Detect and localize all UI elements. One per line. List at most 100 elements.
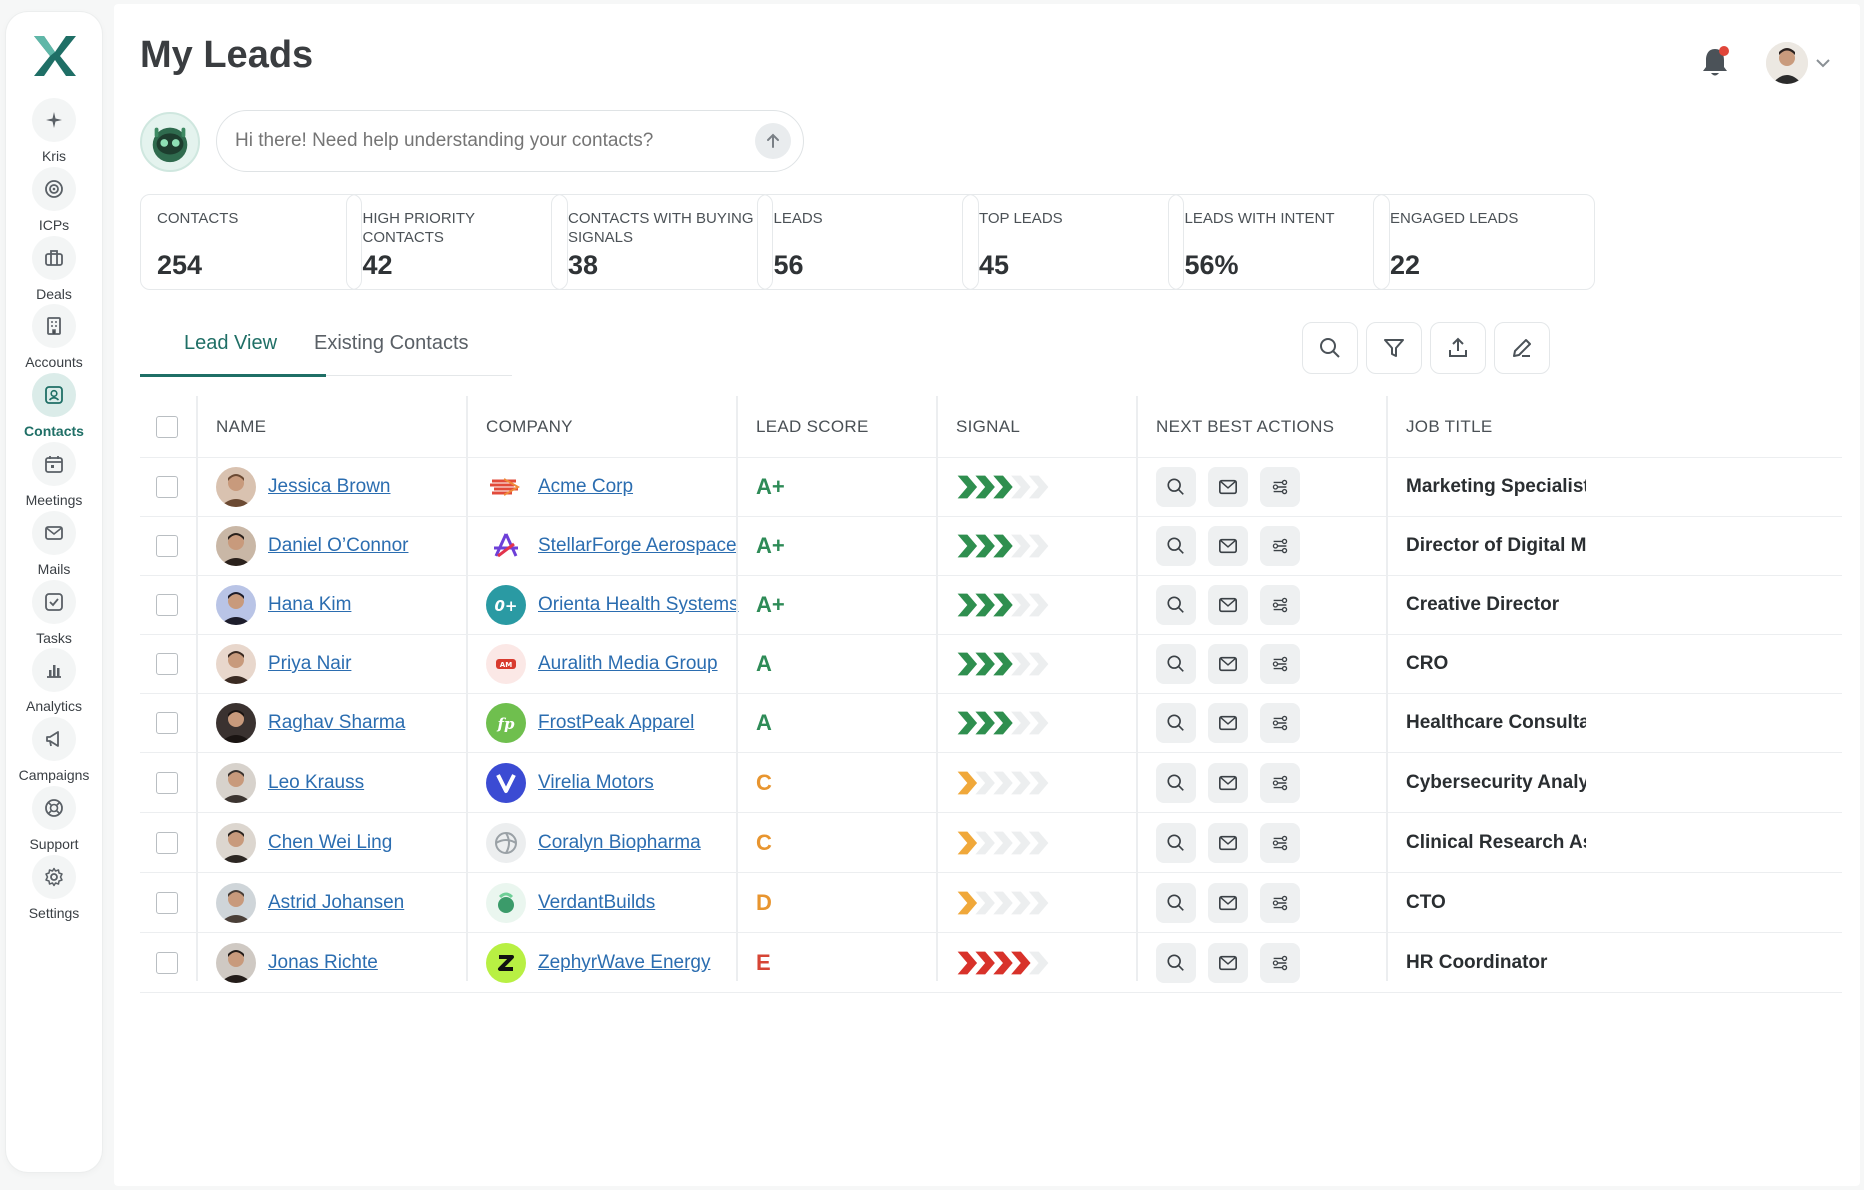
contact-name-link[interactable]: Daniel O’Connor [268, 535, 409, 556]
row-checkbox[interactable] [156, 653, 178, 675]
sequence-action-button[interactable] [1260, 942, 1300, 983]
research-action-button[interactable] [1156, 822, 1196, 863]
email-action-button[interactable] [1208, 526, 1248, 566]
sequence-action-button[interactable] [1260, 467, 1300, 507]
tab-lead-view[interactable]: Lead View [184, 332, 278, 354]
header-lead-score[interactable]: LEAD SCORE [756, 416, 869, 436]
search-button[interactable] [1302, 322, 1358, 374]
table-row[interactable]: Priya Nair AM Auralith Media Group A CRO [140, 635, 1842, 694]
sidebar-item-meetings[interactable]: Meetings [6, 442, 102, 524]
stat-card[interactable]: CONTACTS 254 [140, 194, 362, 290]
research-action-button[interactable] [1156, 644, 1196, 684]
sequence-action-button[interactable] [1260, 822, 1300, 863]
sidebar-item-deals[interactable]: Deals [6, 235, 102, 318]
research-action-button[interactable] [1156, 882, 1196, 923]
filter-button[interactable] [1366, 322, 1422, 374]
stat-card[interactable]: HIGH PRIORITY CONTACTS 42 [345, 194, 568, 290]
table-row[interactable]: Raghav Sharma fp FrostPeak Apparel A Healthc… [140, 694, 1842, 753]
contact-name-link[interactable]: Priya Nair [268, 653, 352, 674]
company-link[interactable]: StellarForge Aerospace [538, 535, 737, 556]
stat-card[interactable]: CONTACTS WITH BUYING SIGNALS 38 [551, 194, 773, 290]
stat-card[interactable]: LEADS 56 [756, 194, 979, 290]
company-link[interactable]: FrostPeak Apparel [538, 712, 695, 733]
row-checkbox[interactable] [156, 535, 178, 557]
header-company[interactable]: COMPANY [486, 416, 573, 436]
row-checkbox[interactable] [156, 594, 178, 616]
select-all-checkbox[interactable] [156, 415, 178, 438]
stat-card[interactable]: LEADS WITH INTENT 56% [1167, 194, 1390, 290]
row-checkbox[interactable] [156, 712, 178, 734]
row-checkbox[interactable] [156, 476, 178, 498]
research-action-button[interactable] [1156, 585, 1196, 625]
row-checkbox[interactable] [156, 771, 178, 794]
sidebar-item-contacts[interactable]: Contacts [6, 373, 102, 455]
stat-card[interactable]: TOP LEADS 45 [962, 194, 1184, 290]
app-logo[interactable] [32, 32, 78, 78]
header-next-best-actions[interactable]: NEXT BEST ACTIONS [1156, 416, 1335, 436]
contact-name-link[interactable]: Leo Krauss [268, 771, 365, 793]
company-link[interactable]: ZephyrWave Energy [538, 951, 711, 973]
table-row[interactable]: Jonas Richte ZephyrWave Energy E HR Coordin… [140, 933, 1842, 993]
header-job-title[interactable]: JOB TITLE [1406, 416, 1493, 436]
sequence-action-button[interactable] [1260, 526, 1300, 566]
row-checkbox[interactable] [156, 951, 178, 974]
assistant-chat-box[interactable] [216, 110, 804, 172]
edit-button[interactable] [1494, 322, 1550, 374]
research-action-button[interactable] [1156, 762, 1196, 803]
header-name[interactable]: NAME [216, 416, 267, 436]
table-row[interactable]: Hana Kim 0+ Orienta Health Systems A+ Creati… [140, 576, 1842, 635]
sidebar-item-icps[interactable]: ICPs [6, 166, 102, 249]
assistant-chat-input[interactable] [235, 130, 735, 152]
table-row[interactable]: Jessica Brown Acme Corp A+ Marketing Specia… [140, 458, 1842, 517]
tab-existing-contacts[interactable]: Existing Contacts [314, 332, 469, 354]
research-action-button[interactable] [1156, 526, 1196, 566]
email-action-button[interactable] [1208, 467, 1248, 507]
sidebar-item-settings[interactable]: Settings [6, 854, 102, 937]
email-action-button[interactable] [1208, 585, 1248, 625]
sequence-action-button[interactable] [1260, 762, 1300, 803]
company-link[interactable]: Coralyn Biopharma [538, 831, 701, 853]
company-link[interactable]: Acme Corp [538, 476, 634, 497]
table-row[interactable]: Astrid Johansen VerdantBuilds D CTO [140, 873, 1842, 933]
company-link[interactable]: Orienta Health Systems [538, 594, 739, 615]
research-action-button[interactable] [1156, 467, 1196, 507]
contact-name-link[interactable]: Hana Kim [268, 594, 352, 615]
sidebar-item-tasks[interactable]: Tasks [6, 579, 102, 662]
sidebar-item-campaigns[interactable]: Campaigns [6, 717, 102, 799]
email-action-button[interactable] [1208, 644, 1248, 684]
contact-name-link[interactable]: Jonas Richte [268, 951, 378, 973]
company-link[interactable]: Auralith Media Group [538, 653, 718, 674]
table-row[interactable]: Daniel O’Connor StellarForge Aerospace A+ D… [140, 517, 1842, 576]
contact-name-link[interactable]: Raghav Sharma [268, 712, 406, 733]
contact-name-link[interactable]: Jessica Brown [268, 476, 391, 497]
email-action-button[interactable] [1208, 942, 1248, 983]
sidebar-item-support[interactable]: Support [6, 786, 102, 868]
research-action-button[interactable] [1156, 942, 1196, 983]
row-checkbox[interactable] [156, 891, 178, 914]
header-signal[interactable]: SIGNAL [956, 416, 1021, 436]
contact-name-link[interactable]: Astrid Johansen [268, 891, 405, 913]
sidebar-item-accounts[interactable]: Accounts [6, 304, 102, 386]
table-row[interactable]: Leo Krauss Virelia Motors C Cybersecurity A… [140, 753, 1842, 813]
sidebar-item-mails[interactable]: Mails [6, 510, 102, 593]
table-row[interactable]: Chen Wei Ling Coralyn Biopharma C Clinical … [140, 813, 1842, 873]
chevron-down-icon[interactable] [1814, 54, 1832, 72]
sidebar-item-kris[interactable]: Kris [6, 98, 102, 180]
notification-bell-icon[interactable] [1698, 44, 1732, 80]
stat-card[interactable]: ENGAGED LEADS 22 [1373, 194, 1595, 290]
email-action-button[interactable] [1208, 882, 1248, 923]
company-link[interactable]: Virelia Motors [538, 771, 654, 793]
sequence-action-button[interactable] [1260, 585, 1300, 625]
export-button[interactable] [1430, 322, 1486, 374]
sidebar-item-analytics[interactable]: Analytics [6, 648, 102, 730]
research-action-button[interactable] [1156, 703, 1196, 743]
sequence-action-button[interactable] [1260, 703, 1300, 743]
email-action-button[interactable] [1208, 703, 1248, 743]
email-action-button[interactable] [1208, 822, 1248, 863]
sequence-action-button[interactable] [1260, 882, 1300, 923]
email-action-button[interactable] [1208, 762, 1248, 803]
contact-name-link[interactable]: Chen Wei Ling [268, 831, 393, 853]
sequence-action-button[interactable] [1260, 644, 1300, 684]
send-button[interactable] [755, 123, 791, 159]
row-checkbox[interactable] [156, 831, 178, 854]
